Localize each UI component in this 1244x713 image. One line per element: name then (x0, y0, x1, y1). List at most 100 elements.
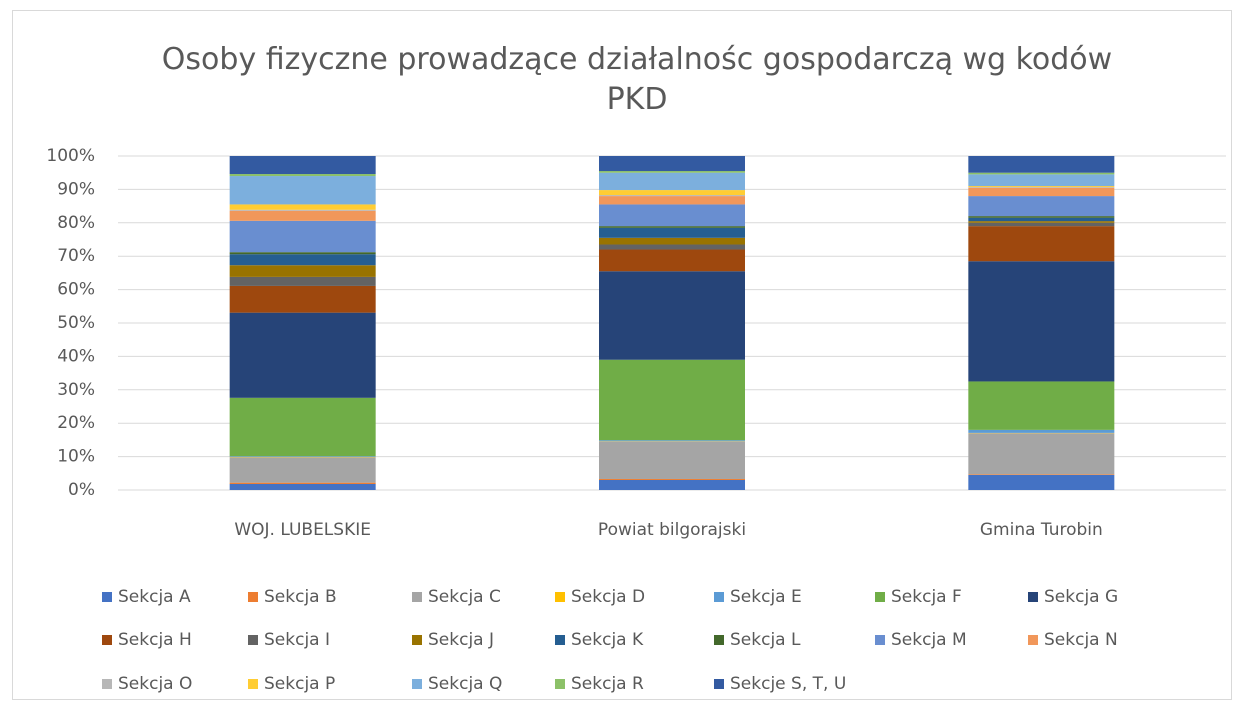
bar-segment (229, 456, 376, 457)
legend-swatch (412, 592, 422, 602)
bar-segment (968, 429, 1115, 433)
legend-label: Sekcja C (428, 587, 501, 607)
y-tick-label: 20% (57, 413, 95, 433)
bar-segment (229, 254, 376, 266)
legend-swatch (412, 679, 422, 689)
legend-label: Sekcja Q (428, 674, 502, 694)
legend-swatch (1028, 635, 1038, 645)
bar-segment (599, 237, 745, 245)
bar-segment (229, 312, 376, 398)
y-tick-label: 0% (68, 480, 95, 500)
bar-segment (599, 190, 745, 196)
bar-segment (229, 176, 376, 205)
y-tick-label: 70% (57, 246, 95, 266)
bar-segment (229, 265, 376, 277)
bar-segment (968, 474, 1115, 475)
bar-segment (968, 222, 1115, 227)
legend-swatch (102, 635, 112, 645)
legend-swatch (875, 592, 885, 602)
legend-label: Sekcja R (571, 674, 644, 694)
legend-label: Sekcja H (118, 630, 192, 650)
bar-segment (229, 220, 376, 253)
legend-label: Sekcja J (428, 630, 494, 650)
legend-label: Sekcja D (571, 587, 645, 607)
bar-segment (599, 249, 745, 272)
legend-swatch (714, 592, 724, 602)
legend-label: Sekcja F (891, 587, 962, 607)
bar-segment (599, 204, 745, 227)
bar-segment (968, 174, 1115, 187)
bar-segment (599, 156, 745, 172)
bar-segment (229, 209, 376, 211)
bar-segment (968, 474, 1115, 490)
legend-label: Sekcja O (118, 674, 192, 694)
bar-segment (229, 156, 376, 175)
bar-segment (599, 359, 745, 441)
bar-segment (229, 457, 376, 483)
bar-segment (229, 483, 376, 490)
bar-segment (968, 187, 1115, 197)
chart-frame (12, 10, 1232, 700)
bar-segment (968, 186, 1115, 188)
legend-label: Sekcja L (730, 630, 801, 650)
legend-label: Sekcja G (1044, 587, 1118, 607)
legend-swatch (102, 592, 112, 602)
bar-segment (968, 172, 1115, 175)
bar-segment (968, 221, 1115, 223)
x-tick-label: Gmina Turobin (980, 520, 1103, 540)
x-tick-label: Powiat bilgorajski (598, 520, 746, 540)
legend-label: Sekcja B (264, 587, 337, 607)
bar-segment (968, 433, 1115, 475)
legend-label: Sekcja K (571, 630, 644, 650)
legend-label: Sekcje S, T, U (730, 674, 846, 694)
bar-segment (968, 381, 1115, 430)
legend-swatch (714, 635, 724, 645)
chart-title: Osoby fizyczne prowadzące działalnośc go… (161, 42, 1113, 117)
legend-label: Sekcja E (730, 587, 802, 607)
bar-segment (599, 440, 745, 442)
legend-swatch (412, 635, 422, 645)
y-tick-label: 90% (57, 179, 95, 199)
legend-swatch (1028, 592, 1038, 602)
legend-label: Sekcja N (1044, 630, 1118, 650)
legend-label: Sekcja P (264, 674, 335, 694)
bar-segment (229, 174, 376, 177)
y-tick-label: 100% (46, 146, 95, 166)
bar-segment (599, 478, 745, 480)
legend-swatch (714, 679, 724, 689)
bar-segment (229, 276, 376, 286)
legend-label: Sekcja A (118, 587, 191, 607)
bar-segment (599, 171, 745, 173)
bar-segment (599, 479, 745, 490)
bar-segment (229, 210, 376, 221)
legend-label: Sekcja M (891, 630, 967, 650)
legend-swatch (555, 635, 565, 645)
bar-segment (229, 204, 376, 210)
legend-swatch (875, 635, 885, 645)
bar-segment (968, 226, 1115, 262)
bar-segment (229, 397, 376, 457)
bar-segment (968, 261, 1115, 382)
bar-segment (968, 216, 1115, 218)
legend-swatch (248, 635, 258, 645)
bar-segment (599, 244, 745, 250)
bar-segment (229, 482, 376, 484)
legend-label: Sekcja I (264, 630, 330, 650)
y-tick-label: 40% (57, 346, 95, 366)
legend-swatch (248, 592, 258, 602)
bar-segment (599, 172, 745, 191)
bar-segment (599, 441, 745, 479)
bar-segment (968, 217, 1115, 222)
legend-swatch (555, 679, 565, 689)
legend-swatch (102, 679, 112, 689)
y-tick-label: 80% (57, 213, 95, 233)
bar-segment (968, 196, 1115, 217)
y-tick-label: 10% (57, 447, 95, 467)
legend-swatch (248, 679, 258, 689)
bar-segment (968, 187, 1115, 188)
y-tick-label: 50% (57, 313, 95, 333)
bar-segment (229, 252, 376, 255)
y-tick-label: 30% (57, 380, 95, 400)
bar-segment (968, 156, 1115, 173)
